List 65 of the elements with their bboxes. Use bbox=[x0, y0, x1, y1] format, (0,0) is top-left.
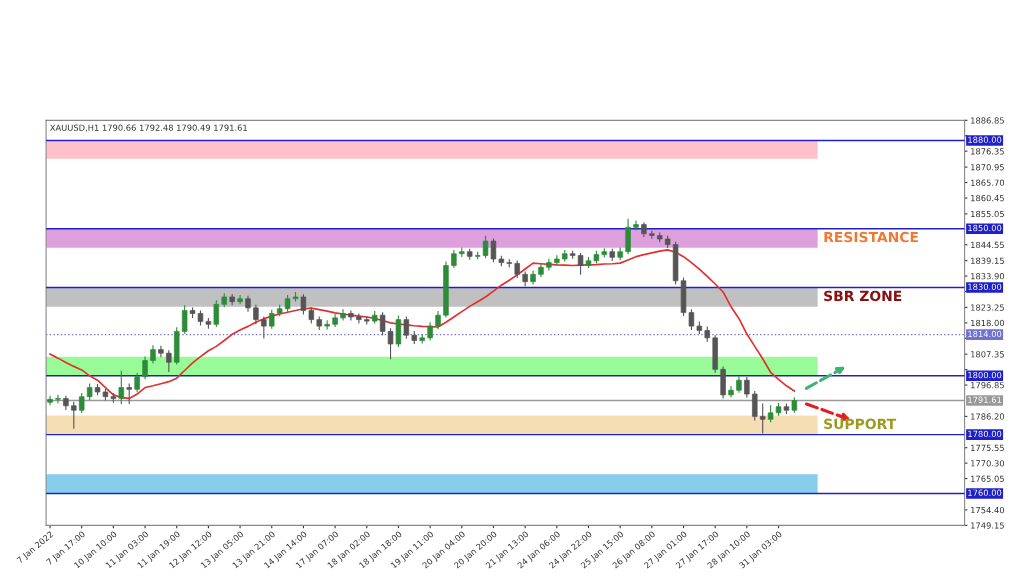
candlestick bbox=[71, 401, 77, 429]
candlestick bbox=[261, 316, 267, 339]
band-label: RESISTANCE bbox=[824, 231, 918, 243]
candlestick bbox=[482, 235, 489, 259]
candlestick bbox=[633, 220, 639, 231]
y-tick-label: 1786.20 bbox=[971, 413, 1005, 420]
ref-line-label: 1830.00 bbox=[968, 283, 1002, 290]
ref-line-label: 1780.00 bbox=[968, 430, 1002, 438]
y-tick-label: 1865.70 bbox=[971, 179, 1005, 186]
candlestick bbox=[403, 316, 410, 339]
candlestick bbox=[387, 328, 394, 360]
line-series bbox=[49, 249, 796, 400]
y-tick-label: 1818.00 bbox=[971, 319, 1005, 327]
candlestick bbox=[348, 310, 354, 321]
candlestick bbox=[118, 370, 125, 405]
y-tick-label: 1860.45 bbox=[971, 194, 1004, 202]
candlestick bbox=[142, 356, 148, 380]
candlestick bbox=[237, 294, 243, 305]
candlestick bbox=[213, 300, 220, 327]
candlestick bbox=[759, 403, 766, 434]
candlestick bbox=[126, 383, 132, 404]
candlestick bbox=[300, 294, 307, 315]
y-tick-label: 1765.05 bbox=[971, 475, 1004, 482]
y-tick-label: 1855.05 bbox=[971, 210, 1004, 218]
y-tick-label: 1823.25 bbox=[971, 304, 1004, 311]
y-tick-label: 1833.90 bbox=[971, 273, 1005, 280]
y-tick-label: 1886.85 bbox=[971, 117, 1004, 124]
band-label: SUPPORT bbox=[824, 418, 897, 430]
candlestick bbox=[78, 392, 85, 414]
candlestick bbox=[47, 395, 53, 406]
candlestick bbox=[546, 258, 552, 271]
ref-line-label: 1791.61 bbox=[968, 396, 1002, 403]
candlestick bbox=[379, 312, 386, 336]
candlestick bbox=[181, 305, 188, 334]
ref-line-label: 1800.00 bbox=[968, 371, 1002, 379]
candlestick bbox=[158, 345, 164, 358]
y-tick-label: 1775.55 bbox=[971, 444, 1004, 451]
candlestick bbox=[530, 270, 536, 285]
candlestick bbox=[55, 394, 61, 404]
y-tick-label: 1844.55 bbox=[971, 241, 1004, 249]
chart-title: XAUUSD,H1 1790.66 1792.48 1790.49 1791.61 bbox=[50, 124, 247, 132]
candlestick bbox=[752, 391, 758, 421]
y-tick-label: 1839.15 bbox=[971, 257, 1004, 264]
candlestick bbox=[522, 271, 528, 287]
y-tick-label: 1807.35 bbox=[971, 351, 1004, 358]
y-tick-label: 1754.40 bbox=[971, 506, 1005, 514]
candlestick bbox=[356, 313, 362, 324]
ref-line-label: 1850.00 bbox=[968, 224, 1002, 232]
candlestick bbox=[490, 238, 497, 263]
y-tick-label: 1749.15 bbox=[971, 522, 1004, 529]
ref-line-label: 1760.00 bbox=[968, 489, 1002, 496]
y-tick-label: 1870.95 bbox=[971, 164, 1004, 171]
band-label: SBR ZONE bbox=[824, 290, 902, 302]
candlestick bbox=[134, 372, 140, 393]
candlestick bbox=[253, 304, 259, 324]
candlestick bbox=[340, 309, 346, 321]
candlestick bbox=[166, 350, 172, 372]
candlestick bbox=[728, 386, 734, 398]
y-tick-label: 1770.30 bbox=[971, 460, 1005, 467]
ref-line-label: 1880.00 bbox=[968, 136, 1002, 143]
y-tick-label: 1876.35 bbox=[971, 148, 1004, 155]
ref-line-label: 1814.00 bbox=[968, 330, 1002, 338]
candlestick bbox=[577, 252, 584, 275]
y-tick-label: 1796.85 bbox=[971, 382, 1004, 389]
candlestick bbox=[744, 377, 750, 398]
